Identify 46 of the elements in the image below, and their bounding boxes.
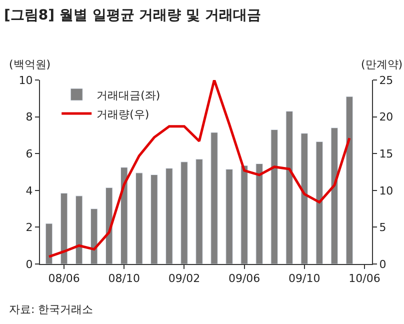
bar — [60, 192, 68, 264]
y-tick-label: 6 — [26, 147, 33, 160]
bar — [45, 223, 53, 264]
bar — [226, 168, 233, 264]
x-tick-label: 09/10 — [288, 272, 320, 286]
legend-label: 거래량(우) — [96, 108, 150, 121]
bar — [316, 141, 324, 264]
bar — [286, 111, 294, 264]
bar — [180, 162, 188, 264]
y2-tick-label: 15 — [379, 147, 394, 160]
bar — [300, 133, 308, 264]
y-tick-label: 2 — [26, 221, 33, 234]
bar — [270, 129, 278, 264]
chart-title: [그림8] 월별 일평균 거래량 및 거래대금 — [4, 8, 261, 24]
x-tick-label: 09/06 — [228, 272, 260, 286]
y2-tick-label: 0 — [379, 258, 386, 271]
bar — [346, 96, 354, 264]
x-tick-label: 09/02 — [168, 272, 200, 286]
y-tick-label: 10 — [18, 74, 33, 87]
y2-tick-label: 20 — [379, 110, 394, 124]
y2-tick-label: 25 — [379, 74, 394, 87]
x-tick-label: 08/06 — [48, 272, 80, 286]
bar — [75, 196, 83, 264]
bar — [330, 128, 338, 264]
legend-label: 거래대금(좌) — [96, 88, 160, 102]
bar — [166, 168, 173, 264]
x-tick-label: 08/10 — [108, 272, 140, 286]
bar — [150, 174, 158, 264]
y2-tick-label: 10 — [379, 184, 394, 198]
y2-axis-title: (만계약) — [361, 58, 403, 71]
text: 자료: 한국거래소 — [9, 303, 94, 316]
y-tick-label: 8 — [26, 110, 33, 124]
y-tick-label: 0 — [26, 258, 33, 271]
bar — [196, 158, 203, 264]
y2-tick-label: 5 — [379, 221, 386, 234]
bar — [256, 163, 263, 264]
y-axis-title: (백억원) — [9, 58, 51, 71]
bar — [120, 167, 128, 264]
bar — [105, 187, 113, 264]
bar — [136, 172, 143, 264]
bar — [240, 165, 248, 264]
line-series — [48, 80, 351, 258]
bar — [90, 208, 98, 264]
x-tick-label: 10/06 — [348, 272, 380, 286]
bar — [210, 132, 218, 264]
y-tick-label: 4 — [26, 184, 33, 198]
